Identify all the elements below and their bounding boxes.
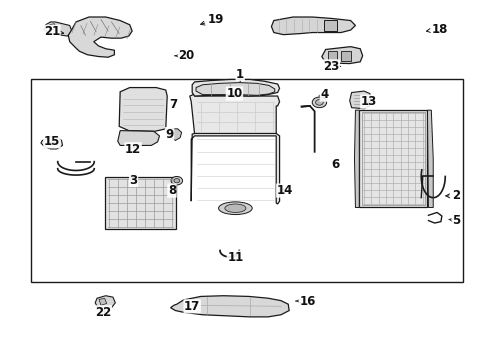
Text: 17: 17 (184, 300, 200, 313)
Polygon shape (68, 17, 132, 57)
Polygon shape (49, 24, 57, 30)
Text: 16: 16 (296, 294, 316, 307)
Text: 4: 4 (320, 88, 328, 101)
Circle shape (171, 176, 183, 185)
Text: 12: 12 (125, 143, 141, 156)
Polygon shape (196, 83, 275, 95)
Text: 3: 3 (129, 174, 138, 186)
Polygon shape (99, 298, 107, 305)
Text: 7: 7 (169, 98, 177, 111)
Polygon shape (354, 110, 359, 207)
Polygon shape (171, 296, 289, 317)
Polygon shape (191, 134, 280, 204)
Text: 8: 8 (168, 184, 176, 197)
Text: 18: 18 (426, 23, 448, 36)
Text: 22: 22 (95, 306, 111, 319)
Polygon shape (95, 296, 115, 309)
Text: 1: 1 (236, 68, 244, 81)
Polygon shape (341, 50, 351, 61)
Ellipse shape (225, 204, 246, 212)
Polygon shape (44, 22, 72, 36)
Polygon shape (427, 110, 433, 207)
Text: 20: 20 (175, 49, 195, 62)
Circle shape (316, 100, 323, 105)
Polygon shape (322, 47, 363, 64)
Polygon shape (324, 20, 337, 31)
Polygon shape (119, 87, 167, 131)
Polygon shape (271, 17, 355, 35)
Bar (31, 80, 464, 282)
Text: 14: 14 (277, 184, 293, 197)
Text: 21: 21 (44, 25, 64, 38)
Polygon shape (190, 94, 280, 134)
Polygon shape (328, 50, 337, 61)
Text: 5: 5 (449, 214, 461, 227)
Circle shape (312, 97, 327, 108)
Bar (105, 177, 176, 229)
Text: 23: 23 (323, 60, 341, 73)
Text: 15: 15 (44, 135, 60, 148)
Bar (362, 112, 425, 206)
Polygon shape (41, 137, 63, 149)
Ellipse shape (219, 202, 252, 215)
Text: 2: 2 (446, 189, 460, 202)
Polygon shape (192, 80, 280, 96)
Circle shape (171, 131, 180, 138)
Polygon shape (350, 91, 371, 109)
Text: 6: 6 (331, 158, 340, 171)
Text: 11: 11 (227, 251, 244, 264)
Text: 13: 13 (361, 95, 377, 108)
Text: 10: 10 (226, 87, 243, 100)
Bar (359, 110, 427, 207)
Polygon shape (118, 131, 160, 145)
Circle shape (174, 179, 180, 183)
Text: 19: 19 (201, 13, 224, 26)
Polygon shape (169, 129, 182, 140)
Text: 9: 9 (166, 128, 174, 141)
